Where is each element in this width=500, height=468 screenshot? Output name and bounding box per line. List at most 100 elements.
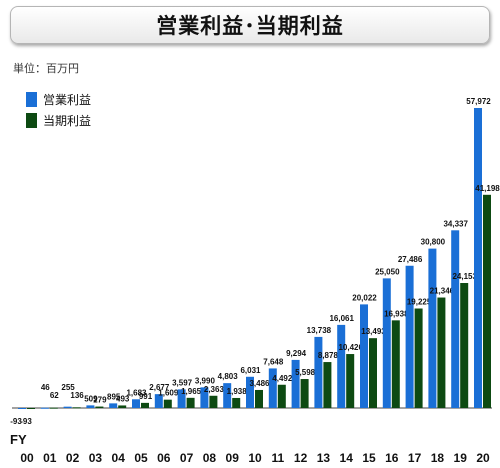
bar-net-04 — [118, 405, 127, 408]
title-banner: 営業利益･当期利益 — [10, 6, 490, 44]
legend-swatch-net — [26, 113, 37, 128]
x-tick-07: 07 — [180, 451, 194, 465]
data-label-operating-10: 6,031 — [240, 366, 261, 375]
x-tick-02: 02 — [66, 451, 80, 465]
data-label-operating-01: 46 — [41, 383, 50, 392]
data-label-net-14: 10,426 — [338, 343, 363, 352]
legend-item-net: 当期利益 — [26, 110, 91, 131]
data-label-operating-08: 3,990 — [195, 376, 216, 385]
x-tick-09: 09 — [226, 451, 240, 465]
data-label-net-04: 493 — [116, 394, 130, 403]
data-label-net-05: 991 — [139, 392, 153, 401]
bar-operating-15 — [360, 304, 368, 408]
x-tick-11: 11 — [271, 451, 284, 465]
x-tick-16: 16 — [385, 451, 399, 465]
x-axis-prefix: FY — [10, 432, 27, 447]
data-label-net-19: 24,153 — [452, 272, 477, 281]
data-label-net-08: 2,363 — [204, 385, 225, 394]
data-label-net-07: 1,965 — [181, 387, 202, 396]
legend: 営業利益 当期利益 — [26, 89, 91, 131]
bar-net-19 — [460, 283, 469, 408]
bar-operating-09 — [223, 383, 232, 408]
bar-operating-16 — [382, 278, 391, 408]
bar-operating-12 — [291, 359, 300, 408]
data-label-net-18: 21,346 — [430, 287, 455, 296]
bar-operating-10 — [246, 376, 254, 408]
bar-operating-07 — [177, 389, 186, 408]
bar-operating-08 — [200, 387, 209, 408]
bar-net-09 — [232, 397, 241, 408]
bar-operating-17 — [405, 265, 414, 408]
bar-net-00 — [27, 408, 35, 409]
bar-operating-18 — [428, 248, 437, 408]
bar-net-06 — [163, 399, 172, 408]
data-label-net-06: 1,609 — [158, 389, 179, 398]
x-tick-04: 04 — [112, 451, 126, 465]
data-label-operating-14: 16,061 — [329, 314, 354, 323]
x-tick-17: 17 — [408, 451, 422, 465]
data-label-operating-13: 13,738 — [307, 326, 332, 335]
data-label-net-01: 62 — [50, 391, 59, 400]
x-tick-01: 01 — [43, 451, 57, 465]
data-label-net-16: 16,938 — [384, 309, 409, 318]
x-tick-08: 08 — [203, 451, 217, 465]
bar-operating-19 — [451, 230, 460, 408]
x-tick-19: 19 — [454, 451, 468, 465]
bar-net-11 — [277, 384, 286, 408]
bar-operating-05 — [132, 399, 140, 408]
bar-net-18 — [437, 297, 446, 408]
bar-net-15 — [369, 338, 377, 408]
x-tick-12: 12 — [294, 451, 308, 465]
x-tick-20: 20 — [476, 451, 490, 465]
data-label-net-17: 19,225 — [407, 298, 432, 307]
data-label-net-15: 13,493 — [361, 327, 386, 336]
data-label-net-09: 1,938 — [227, 387, 248, 396]
bar-operating-14 — [337, 324, 346, 408]
data-label-operating-09: 4,803 — [218, 372, 239, 381]
bar-net-12 — [300, 379, 309, 408]
bar-operating-00 — [18, 408, 26, 409]
bar-operating-13 — [314, 336, 323, 408]
legend-label-net: 当期利益 — [43, 114, 92, 128]
data-label-operating-03: 509 — [84, 394, 98, 403]
legend-swatch-operating — [26, 92, 37, 107]
bar-net-10 — [255, 389, 263, 408]
bar-operating-20 — [474, 108, 482, 408]
legend-label-operating: 営業利益 — [43, 93, 92, 107]
data-label-net-20: 41,198 — [475, 184, 500, 193]
data-label-net-12: 5,598 — [295, 368, 316, 377]
bar-operating-04 — [109, 403, 118, 408]
x-tick-13: 13 — [317, 451, 331, 465]
bar-net-13 — [323, 362, 332, 408]
bar-net-20 — [483, 194, 491, 408]
x-tick-00: 00 — [20, 451, 34, 465]
data-label-operating-17: 27,486 — [398, 255, 423, 264]
bar-net-07 — [186, 397, 195, 408]
x-tick-03: 03 — [89, 451, 103, 465]
data-label-operating-04: 895 — [107, 392, 121, 401]
x-tick-15: 15 — [362, 451, 376, 465]
legend-item-operating: 営業利益 — [26, 89, 91, 110]
data-label-operating-15: 20,022 — [352, 293, 377, 302]
data-label-operating-20: 57,972 — [466, 97, 491, 106]
data-label-net-03: 279 — [93, 396, 107, 405]
bar-operating-01 — [40, 407, 49, 409]
bar-net-05 — [141, 402, 149, 408]
data-label-operating-06: 2,677 — [149, 383, 170, 392]
bar-net-02 — [72, 407, 81, 409]
unit-label: 単位：百万円 — [13, 62, 79, 75]
data-label-net-11: 4,492 — [272, 374, 293, 383]
x-tick-10: 10 — [248, 451, 262, 465]
bar-operating-02 — [63, 406, 72, 408]
data-label-net-13: 8,878 — [318, 351, 339, 360]
bar-net-01 — [49, 407, 58, 409]
bar-net-14 — [346, 354, 355, 408]
x-tick-14: 14 — [340, 451, 354, 465]
x-tick-05: 05 — [134, 451, 148, 465]
data-label-operating-19: 34,337 — [443, 219, 468, 228]
data-label-operating-07: 3,597 — [172, 378, 193, 387]
bar-net-16 — [391, 320, 400, 408]
chart-title: 営業利益･当期利益 — [156, 14, 344, 38]
bar-net-08 — [209, 395, 218, 408]
